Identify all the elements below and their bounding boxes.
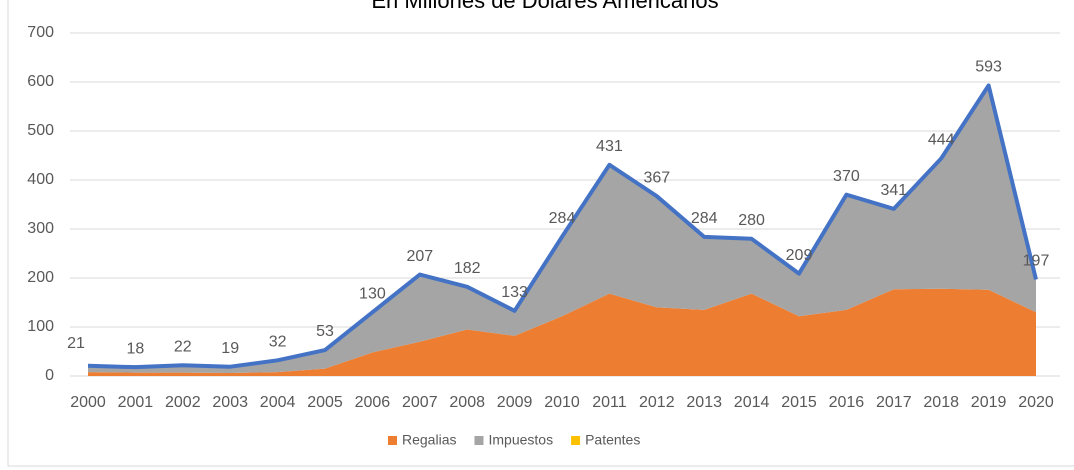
- x-tick-label: 2017: [876, 394, 912, 411]
- x-tick-label: 2005: [307, 394, 343, 411]
- y-tick-label: 300: [27, 220, 54, 237]
- x-tick-label: 2008: [449, 394, 485, 411]
- y-tick-label: 100: [27, 318, 54, 335]
- legend-swatch: [571, 436, 581, 445]
- x-tick-label: 2019: [971, 394, 1007, 411]
- x-tick-label: 2003: [212, 394, 248, 411]
- x-tick-label: 2014: [734, 394, 770, 411]
- legend-label: Impuestos: [488, 432, 553, 448]
- data-label: 197: [1023, 253, 1050, 270]
- x-tick-label: 2000: [70, 394, 106, 411]
- data-label: 53: [316, 323, 334, 340]
- chart-title: En Millones de Dólares Americanos: [371, 0, 718, 13]
- x-tick-label: 2015: [781, 394, 817, 411]
- x-tick-label: 2013: [686, 394, 722, 411]
- x-tick-label: 2018: [923, 394, 959, 411]
- y-tick-label: 200: [27, 269, 54, 286]
- area: [88, 85, 1036, 374]
- legend-label: Patentes: [585, 432, 640, 448]
- data-label: 19: [221, 340, 239, 357]
- y-tick-label: 500: [27, 122, 54, 139]
- data-label: 593: [975, 59, 1002, 76]
- data-label: 32: [269, 334, 287, 351]
- data-label: 280: [738, 212, 765, 229]
- x-tick-label: 2012: [639, 394, 675, 411]
- x-tick-label: 2007: [402, 394, 438, 411]
- data-label: 21: [67, 335, 85, 352]
- data-label: 284: [549, 210, 576, 227]
- legend-swatch: [474, 436, 484, 445]
- data-label: 133: [501, 284, 528, 301]
- x-tick-label: 2016: [829, 394, 865, 411]
- data-label: 130: [359, 286, 386, 303]
- legend-label: Regalias: [402, 432, 456, 448]
- y-tick-label: 600: [27, 73, 54, 90]
- data-label: 367: [643, 169, 670, 186]
- area: [88, 288, 1036, 376]
- chart-frame: [7, 0, 1074, 467]
- x-tick-label: 2002: [165, 394, 201, 411]
- x-tick-label: 2001: [118, 394, 154, 411]
- data-label: 209: [786, 247, 813, 264]
- total-line: [87, 83, 1038, 370]
- data-label: 182: [454, 260, 481, 277]
- data-label: 284: [691, 210, 718, 227]
- data-label: 341: [880, 182, 907, 199]
- y-tick-label: 400: [27, 171, 54, 188]
- y-tick-label: 0: [45, 367, 54, 384]
- data-label: 18: [127, 340, 145, 357]
- x-tick-label: 2020: [1018, 394, 1054, 411]
- x-tick-label: 2009: [497, 394, 533, 411]
- x-tick-label: 2011: [592, 394, 627, 411]
- data-label: 207: [406, 248, 433, 265]
- data-label: 22: [174, 338, 192, 355]
- data-label: 444: [928, 132, 955, 149]
- data-label: 370: [833, 168, 860, 185]
- legend-swatch: [388, 436, 397, 445]
- x-tick-label: 2004: [260, 394, 296, 411]
- x-tick-label: 2010: [544, 394, 580, 411]
- x-tick-label: 2006: [355, 394, 391, 411]
- data-label: 431: [596, 138, 623, 155]
- y-tick-label: 700: [27, 24, 54, 41]
